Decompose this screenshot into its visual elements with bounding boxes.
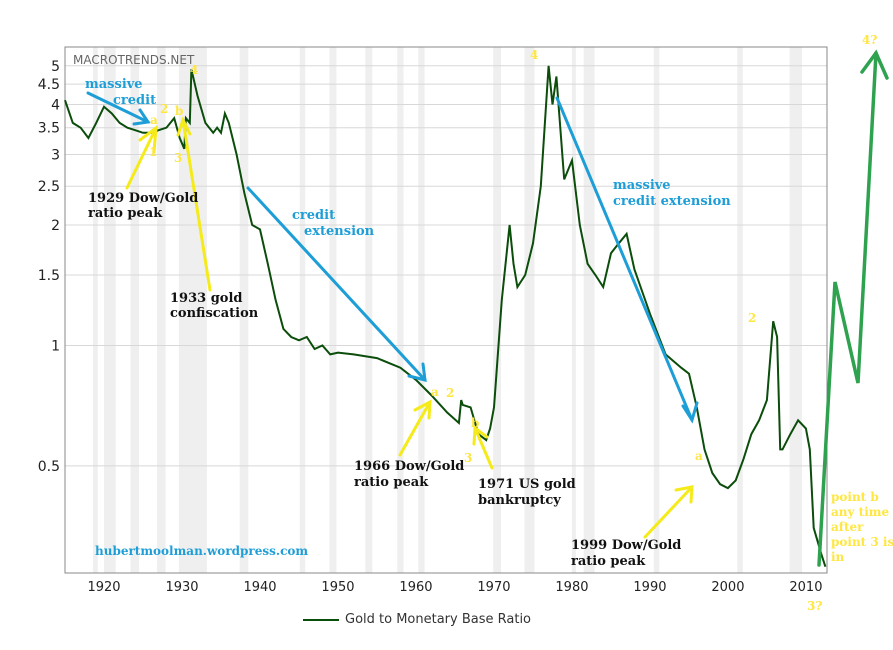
yellow-arrow-1933	[176, 116, 212, 292]
recession-band	[789, 47, 803, 573]
wave-label-3: 3	[464, 451, 473, 465]
recession-band	[329, 47, 337, 573]
y-tick-label: 0.5	[38, 459, 60, 475]
annotation-1929-peak-2: ratio peak	[88, 206, 163, 221]
blue-arrow-credit-extension	[246, 186, 427, 382]
recession-band	[239, 47, 249, 573]
wave-label-b: b	[175, 104, 184, 118]
yellow-arrow-1999	[643, 485, 694, 539]
annotation-source: hubertmoolman.wordpress.com	[95, 544, 309, 558]
annotation-arrows	[86, 49, 889, 567]
plot-frame	[64, 46, 828, 574]
annotation-credit-extension-1: credit	[292, 208, 336, 223]
wave-label-a: a	[150, 113, 158, 127]
recession-band	[653, 47, 660, 573]
point-b-note-4: point 3 is	[831, 535, 893, 549]
recession-band	[93, 47, 98, 573]
annotation-massive-credit-1: massive	[85, 77, 143, 92]
y-tick-label: 2.5	[38, 179, 60, 195]
y-tick-label: 4	[51, 98, 60, 114]
annotation-1966-peak-1: 1966 Dow/Gold	[354, 459, 465, 474]
annotation-1999-peak-1: 1999 Dow/Gold	[571, 538, 682, 553]
wave-label-3-question: 3?	[807, 599, 823, 613]
annotation-credit-extension-2: extension	[304, 224, 375, 239]
blue-arrow-massive-credit	[86, 91, 151, 126]
blue-arrow-massive-credit-extension	[555, 96, 699, 424]
wave-label-3: 3	[174, 151, 183, 165]
annotation-massive-credit-extension-1: massive	[613, 178, 671, 193]
recession-band	[299, 47, 306, 573]
recession-band	[571, 47, 576, 573]
x-tick-label: 1960	[399, 580, 432, 595]
x-tick-label: 1940	[243, 580, 276, 595]
point-b-note-1: point b	[831, 490, 879, 504]
point-b-note-2: any time	[831, 505, 890, 519]
annotation-1971-bankruptcy-2: bankruptcy	[478, 493, 561, 508]
legend-label: Gold to Monetary Base Ratio	[345, 612, 532, 627]
annotation-1933-confiscation-2: confiscation	[170, 306, 259, 321]
wave-label-1: 1	[149, 145, 158, 159]
annotation-1999-peak-2: ratio peak	[571, 554, 646, 569]
recession-band	[493, 47, 501, 573]
recession-band	[737, 47, 743, 573]
annotation-1966-peak-2: ratio peak	[354, 475, 429, 490]
wave-label-a: a	[431, 385, 439, 399]
legend-line-swatch	[303, 618, 339, 621]
wave-label-4: 4	[530, 48, 539, 62]
wave-label-4-question: 4?	[862, 33, 878, 47]
green-projection-line	[817, 49, 889, 567]
wave-label-2: 2	[160, 102, 169, 116]
x-tick-label: 1920	[87, 580, 120, 595]
annotation-massive-credit-2: credit	[113, 93, 157, 108]
y-tick-label: 1	[51, 338, 60, 354]
point-b-note-5: in	[831, 550, 845, 564]
y-tick-label: 5	[51, 59, 60, 75]
annotation-massive-credit-extension-2: credit extension	[613, 194, 731, 209]
y-tick-label: 1.5	[38, 268, 60, 284]
yellow-arrow-1929	[125, 124, 158, 190]
yellow-arrow-1971	[472, 425, 494, 470]
y-tick-label: 3.5	[38, 121, 60, 137]
x-tick-label: 2000	[711, 580, 744, 595]
point-b-note-3: after	[831, 520, 864, 534]
recession-band	[397, 47, 404, 573]
watermark: MACROTRENDS.NET	[73, 53, 195, 67]
recession-band	[178, 47, 207, 573]
recession-band	[103, 47, 116, 573]
y-tick-label: 3	[51, 148, 60, 164]
recession-band	[524, 47, 535, 573]
recession-band	[130, 47, 140, 573]
recession-band	[365, 47, 373, 573]
x-tick-label: 1930	[165, 580, 198, 595]
wave-label-b: b	[471, 416, 480, 430]
wave-label-2: 2	[748, 311, 757, 325]
annotation-1971-bankruptcy-1: 1971 US gold	[478, 477, 576, 492]
x-tick-label: 1990	[633, 580, 666, 595]
wave-label-4: 4	[190, 63, 199, 77]
x-tick-label: 1980	[555, 580, 588, 595]
annotation-1929-peak-1: 1929 Dow/Gold	[88, 191, 199, 206]
recession-band	[583, 47, 595, 573]
gridlines	[65, 65, 827, 467]
annotation-1933-confiscation-1: 1933 gold	[170, 291, 243, 306]
recession-band	[157, 47, 166, 573]
wave-label-2: 2	[446, 386, 455, 400]
recession-band	[418, 47, 425, 573]
x-tick-label: 1950	[321, 580, 354, 595]
y-tick-label: 2	[51, 218, 60, 234]
wave-label-a: a	[695, 449, 703, 463]
x-axis: 1920 1930 1940 1950 1960 1970 1980 1990 2000 2010	[87, 580, 822, 595]
x-tick-label: 1970	[477, 580, 510, 595]
y-axis: 0.5 1 1.5 2 2.5 3 3.5 4 4.5 5	[38, 59, 60, 475]
y-tick-label: 4.5	[38, 77, 60, 93]
x-tick-label: 2010	[789, 580, 822, 595]
recession-bands	[93, 47, 803, 573]
yellow-arrow-1966	[398, 399, 432, 457]
legend: Gold to Monetary Base Ratio	[303, 612, 531, 627]
